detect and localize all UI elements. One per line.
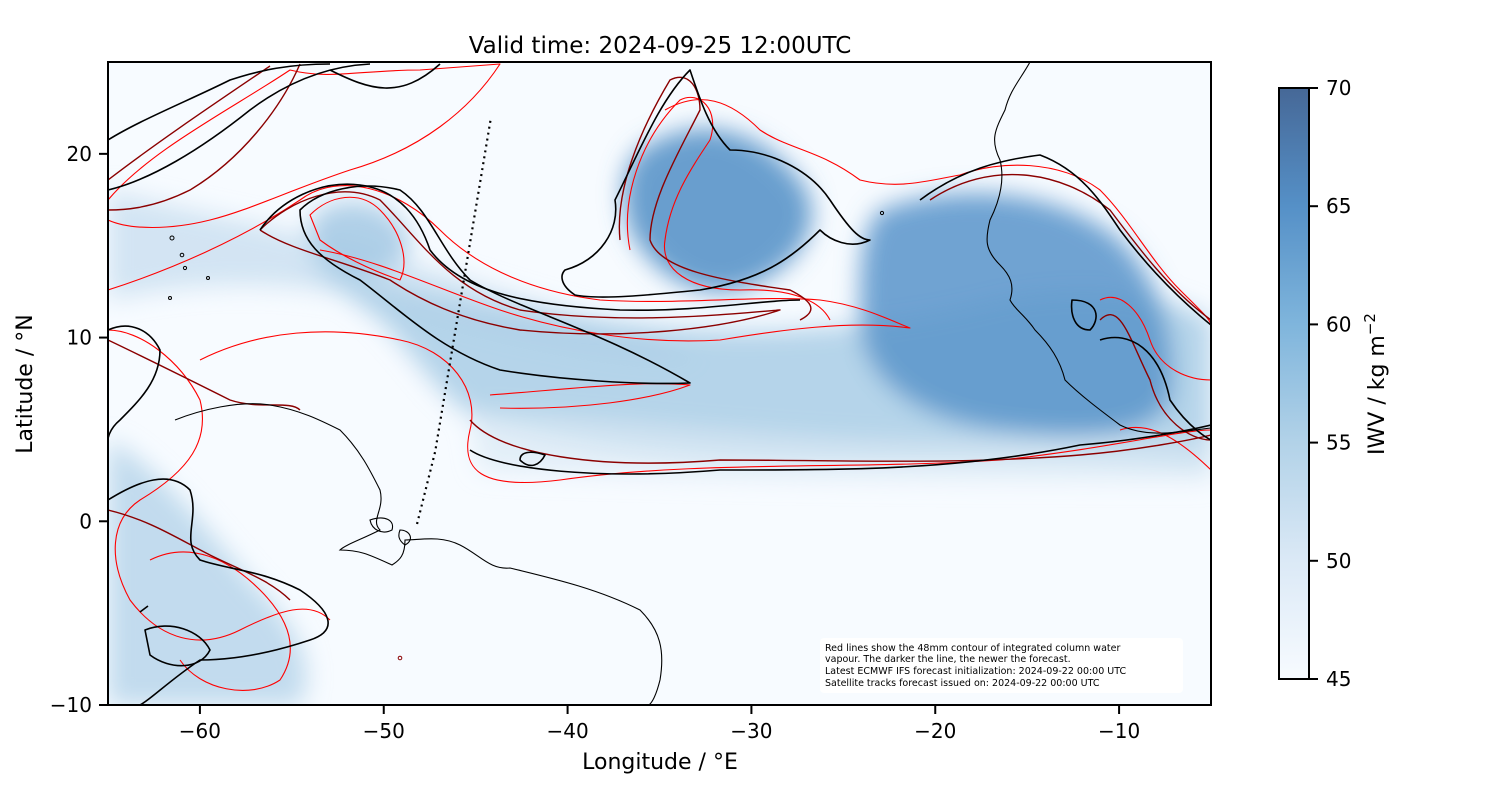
contour-north-red-1 [108,63,501,228]
contours-newest [108,63,1211,705]
islands [168,210,885,661]
map-panel: Red lines show the 48mm contour of integ… [107,61,1212,706]
x-tick-label: −40 [546,719,588,743]
contours-middle [108,63,1211,601]
colorbar-label-exponent: −2 [1361,313,1379,335]
annotation-line-3: Latest ECMWF IFS forecast initialization… [825,666,1126,677]
y-axis: −10 0 10 20 [50,142,108,717]
coastlines [174,62,1211,705]
colorbar-tick-label: 45 [1326,667,1351,691]
iwv-southwest [108,440,307,705]
coastline-africa [986,62,1211,434]
contour-central-red-1 [626,96,831,321]
contour-south-red-1 [199,331,1211,484]
island-3 [182,265,188,271]
contour-coast-red [108,329,331,641]
chart-title: Valid time: 2024-09-25 12:00UTC [469,33,852,59]
contour-band-black [299,185,691,385]
coastline-amazon-islands [369,517,411,546]
contour-east-black [919,154,1211,441]
island-4 [206,276,210,280]
island-1 [169,235,175,241]
annotation-line-2: vapour. The darker the line, the newer t… [825,654,1071,665]
colorbar-ticks: 45 50 55 60 65 70 [1309,76,1351,691]
x-tick-label: −30 [730,719,772,743]
map-frame [107,61,1212,706]
contour-north-red-2 [108,185,911,342]
x-tick-label: −10 [1098,719,1140,743]
y-tick-label: −10 [50,693,92,717]
x-tick-label: −50 [363,719,405,743]
contours-older [108,63,1211,691]
contour-east-dkred [929,173,1211,441]
contour-north-black-2 [259,63,801,312]
island-6 [879,210,885,216]
colorbar-label: IWV / kg m−2 [1361,313,1390,455]
colorbar-tick-label: 50 [1326,549,1351,573]
x-axis: −60 −50 −40 −30 −20 −10 [179,705,1140,743]
satellite-track [415,120,492,526]
contour-central-black [561,69,871,298]
annotation-line-4: Satellite tracks forecast issued on: 202… [825,678,1100,689]
x-axis-label: Longitude / °E [582,750,738,775]
contour-north-dkred [108,63,301,211]
colorbar: 45 50 55 60 65 70 IWV / kg m−2 [1278,76,1390,691]
contour-central-red-2 [664,99,1211,326]
contour-west-red [309,196,405,281]
island-5 [168,296,172,300]
contour-south-red-2 [489,383,691,409]
y-tick-label: 0 [79,509,92,533]
colorbar-gradient [1278,87,1310,680]
island-7 [397,655,403,661]
contour-south-dkred [469,419,1211,464]
x-tick-label: −60 [179,719,221,743]
contour-southwest-black [139,605,211,667]
iwv-blob-west [309,201,410,274]
colorbar-tick-label: 60 [1326,312,1351,336]
iwv-blob-east [860,193,1173,436]
colorbar-label-main: IWV / kg m [1365,335,1390,455]
annotation-box: Red lines show the 48mm contour of integ… [820,638,1183,693]
annotation-line-1: Red lines show the 48mm contour of integ… [825,643,1120,654]
annotation-background [820,638,1183,693]
contours [108,63,1211,705]
y-tick-label: 20 [67,142,92,166]
y-axis-label: Latitude / °N [13,314,38,453]
contour-south-black [469,424,1211,475]
contour-southwest-red [149,551,291,691]
colorbar-tick-label: 70 [1326,76,1351,100]
contour-central-dkred [618,76,812,321]
colorbar-tick-label: 65 [1326,194,1351,218]
contour-band-dkred [259,191,781,335]
contour-north-black-1 [108,63,371,191]
island-2 [179,252,185,258]
x-tick-label: −20 [914,719,956,743]
colorbar-tick-label: 55 [1326,431,1351,455]
y-tick-label: 10 [67,326,92,350]
contour-coast-dkred [108,339,301,601]
coastline-south-america [174,403,663,705]
